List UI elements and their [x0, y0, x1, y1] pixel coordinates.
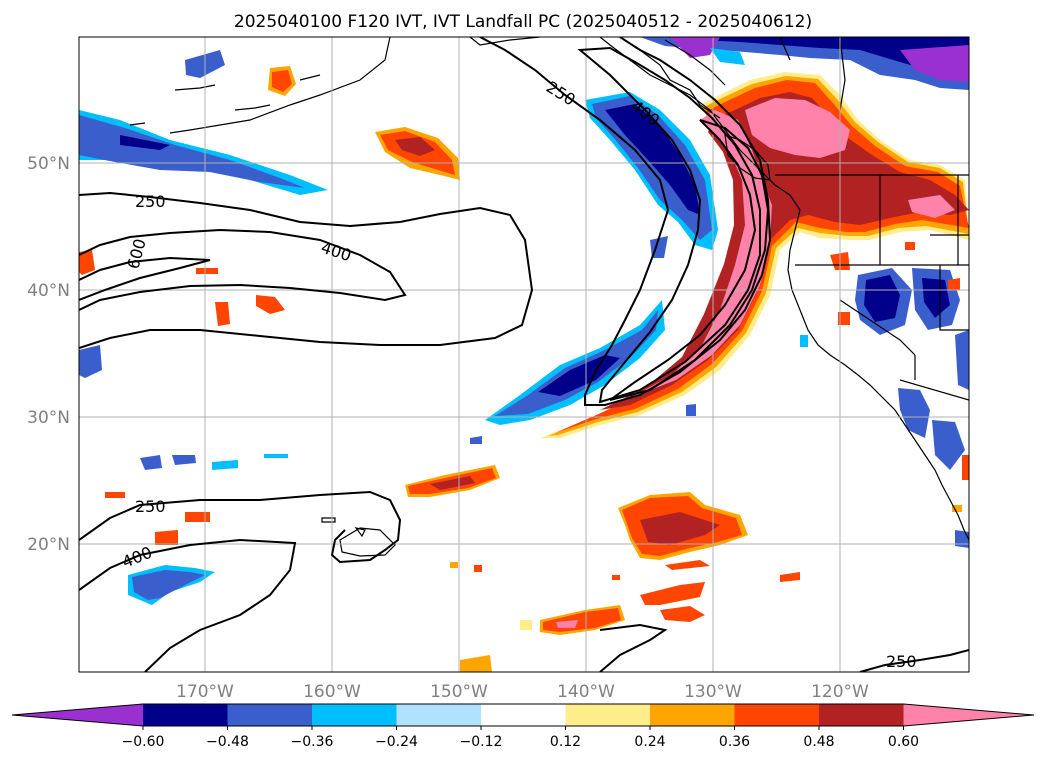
colorbar-tick-label: −0.24: [375, 734, 418, 750]
lon-axis-labels: 170°W 160°W 150°W 140°W 130°W 120°W: [176, 682, 869, 702]
contour-label: 250: [135, 192, 166, 211]
colorbar-tick-label: 0.36: [719, 734, 750, 750]
graticule: [79, 37, 969, 672]
map-panel: 250 400 250 600 400 250 400 250: [78, 36, 970, 673]
colorbar-tick-label: −0.12: [460, 734, 503, 750]
colorbar-extend-max: [903, 704, 1034, 726]
colorbar-tick-label: −0.48: [206, 734, 249, 750]
negative-ivt-shading: [79, 37, 969, 605]
colorbar-tick-label: 0.24: [634, 734, 665, 750]
lat-label: 40°N: [27, 281, 70, 301]
colorbar-segment: [143, 704, 228, 726]
ivt-contours: [79, 37, 969, 672]
lon-label: 140°W: [557, 682, 615, 702]
colorbar-segment: [650, 704, 735, 726]
map-title: 2025040100 F120 IVT, IVT Landfall PC (20…: [234, 12, 812, 32]
colorbar-tick-label: 0.48: [803, 734, 834, 750]
colorbar-segment: [312, 704, 397, 726]
lon-label: 130°W: [684, 682, 742, 702]
contour-label: 250: [135, 497, 166, 516]
colorbar-segment: [481, 704, 566, 726]
colorbar-segment: [227, 704, 313, 726]
colorbar: −0.60 −0.48 −0.36 −0.24 −0.12 0.12 0.24 0.36 0.4…: [11, 703, 1035, 750]
colorbar-segment: [734, 704, 820, 726]
colorbar-tick-label: −0.36: [291, 734, 334, 750]
lat-label: 50°N: [27, 154, 70, 174]
lon-label: 170°W: [176, 682, 234, 702]
colorbar-segment: [819, 704, 904, 726]
lat-label: 30°N: [27, 408, 70, 428]
colorbar-segment: [396, 704, 482, 726]
lon-label: 150°W: [430, 682, 488, 702]
colorbar-tick-label: 0.60: [888, 734, 919, 750]
lon-label: 120°W: [811, 682, 869, 702]
colorbar-tick-label: 0.12: [550, 734, 581, 750]
colorbar-extend-min: [12, 704, 143, 726]
lon-label: 160°W: [303, 682, 361, 702]
map-frame: [78, 36, 970, 673]
coastlines: [129, 37, 969, 557]
contour-label: 250: [886, 652, 917, 671]
lat-axis-labels: 50°N 40°N 30°N 20°N: [27, 154, 70, 555]
lat-label: 20°N: [27, 535, 70, 555]
colorbar-segment: [565, 704, 651, 726]
colorbar-tick-label: −0.60: [122, 734, 165, 750]
